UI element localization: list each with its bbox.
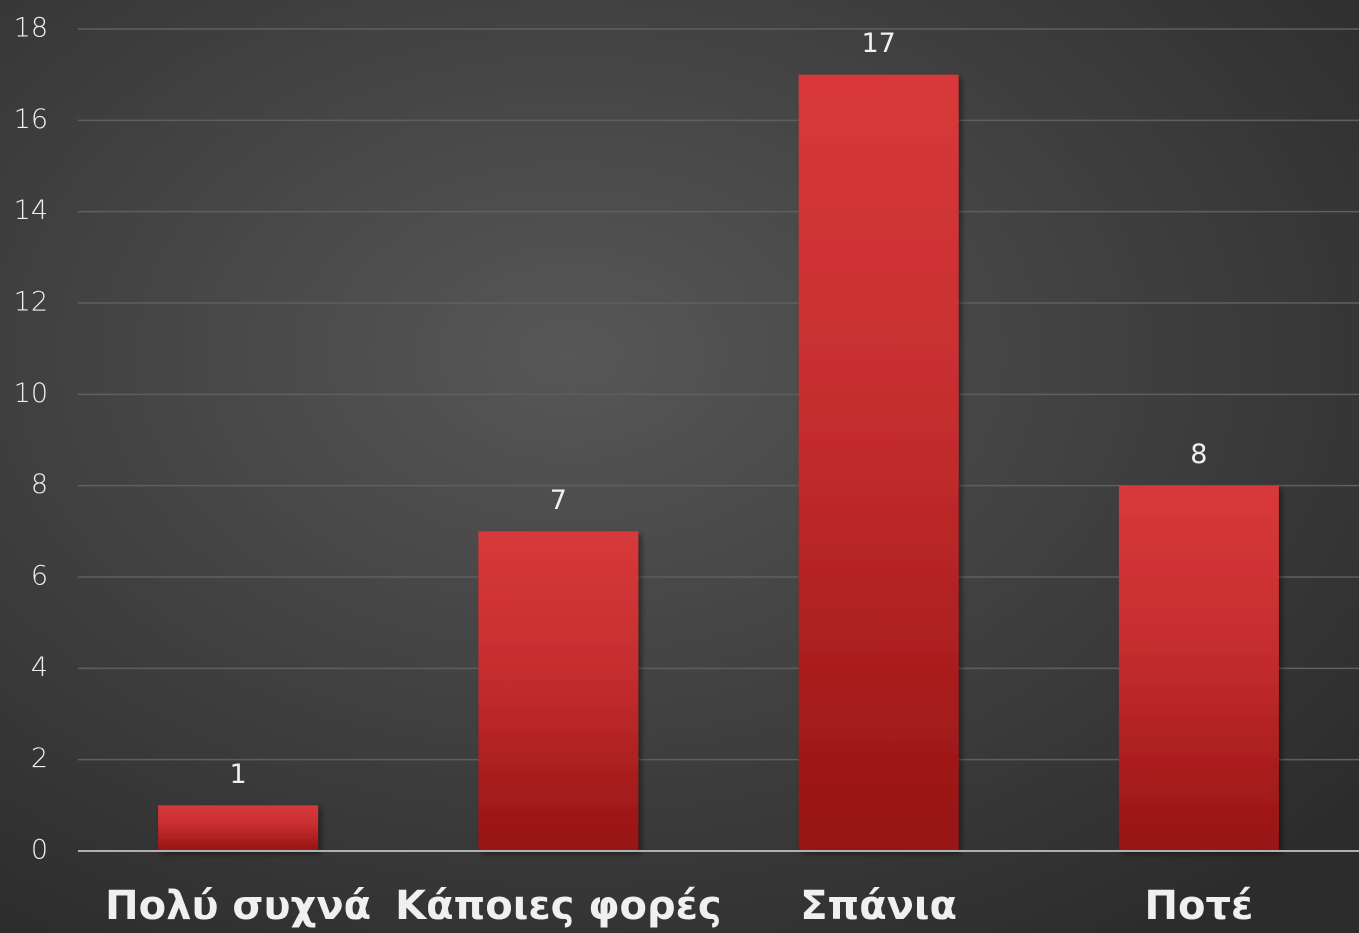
x-tick-label: Κάποιες φορές [395, 883, 721, 929]
data-label: 17 [861, 28, 895, 59]
y-tick-label: 2 [31, 743, 48, 774]
y-tick-label: 16 [14, 104, 48, 135]
y-tick-label: 6 [31, 561, 48, 592]
bar [1118, 485, 1279, 851]
y-tick-label: 0 [31, 835, 48, 866]
bar [478, 531, 639, 851]
x-tick-label: Σπάνια [800, 883, 957, 929]
bar [798, 74, 959, 851]
data-label: 1 [230, 759, 247, 790]
y-tick-label: 12 [14, 287, 48, 318]
bar [158, 805, 319, 851]
y-tick-label: 4 [31, 652, 48, 683]
data-label: 8 [1190, 439, 1207, 470]
y-tick-label: 8 [31, 469, 48, 500]
x-tick-label: Πολύ συχνά [105, 883, 371, 929]
y-tick-label: 14 [14, 195, 48, 226]
x-tick-label: Ποτέ [1145, 883, 1254, 929]
y-tick-label: 18 [14, 13, 48, 44]
data-label: 7 [550, 485, 567, 516]
y-tick-label: 10 [14, 378, 48, 409]
